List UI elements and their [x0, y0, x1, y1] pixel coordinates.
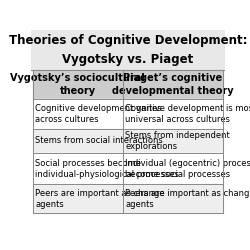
Text: Vygotsky’s sociocultural
theory: Vygotsky’s sociocultural theory	[10, 74, 145, 96]
Bar	[33, 153, 123, 184]
Bar	[33, 70, 123, 99]
Bar	[33, 128, 123, 153]
Text: Cognitive development varies
across cultures: Cognitive development varies across cult…	[35, 104, 162, 124]
Bar	[123, 128, 224, 153]
Bar	[31, 30, 225, 70]
Text: Peers are important as change
agents: Peers are important as change agents	[35, 188, 165, 209]
Bar	[123, 70, 224, 99]
Text: Individual (egocentric) processes
become social processes: Individual (egocentric) processes become…	[125, 158, 250, 179]
Bar	[33, 184, 123, 213]
Text: Social processes become
individual-physiological processes: Social processes become individual-physi…	[35, 158, 179, 179]
Text: Theories of Cognitive Development:: Theories of Cognitive Development:	[9, 34, 248, 46]
Text: Peers are important as change
agents: Peers are important as change agents	[125, 188, 250, 209]
Bar	[123, 153, 224, 184]
Text: Stems from social interactions: Stems from social interactions	[35, 136, 163, 145]
Text: Cognitive development is most
universal across cultures: Cognitive development is most universal …	[125, 104, 250, 124]
Bar	[123, 184, 224, 213]
Bar	[33, 99, 123, 128]
Bar	[123, 99, 224, 128]
Text: Vygotsky vs. Piaget: Vygotsky vs. Piaget	[62, 53, 194, 66]
Text: Stems from independent
explorations: Stems from independent explorations	[125, 131, 230, 151]
Text: Piaget’s cognitive
developmental theory: Piaget’s cognitive developmental theory	[112, 74, 234, 96]
